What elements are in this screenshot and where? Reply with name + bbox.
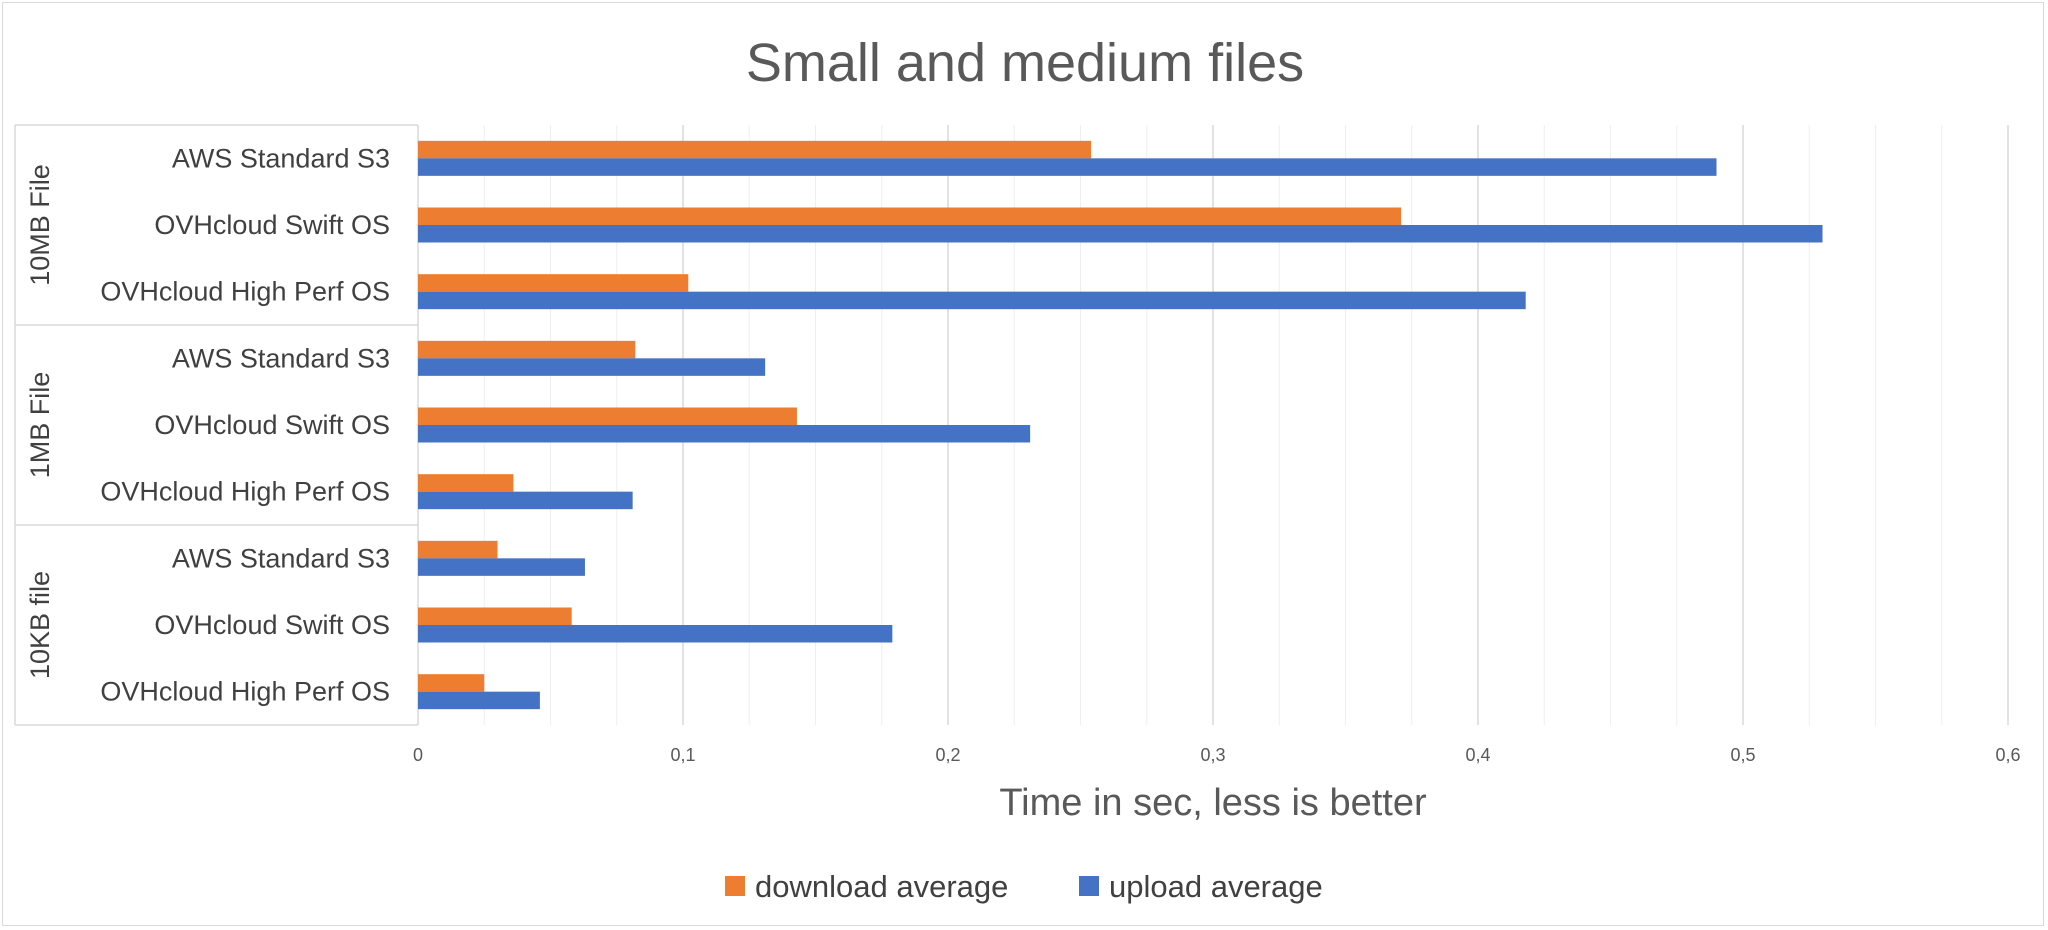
bars (418, 140, 1823, 710)
category-label: AWS Standard S3 (172, 343, 390, 373)
download-bar (418, 407, 797, 425)
category-label: AWS Standard S3 (172, 143, 390, 173)
legend-label: download average (755, 869, 1008, 904)
group-label: 1MB File (25, 372, 55, 479)
chart-title: Small and medium files (746, 33, 1304, 93)
download-bar (418, 274, 689, 292)
download-bar (418, 674, 485, 692)
upload-bar (418, 625, 893, 643)
x-tick-labels: 0 0,1 0,2 0,3 0,4 0,5 0,6 (413, 745, 2021, 765)
category-label: OVHcloud Swift OS (154, 610, 390, 640)
upload-bar (418, 291, 1526, 310)
download-bar (418, 540, 498, 559)
download-bar (418, 207, 1402, 225)
category-axis: 10MB File AWS Standard S3 OVHcloud Swift O… (14, 124, 419, 726)
x-tick-label: 0,4 (1465, 745, 1490, 765)
category-label: OVHcloud Swift OS (154, 210, 390, 240)
category-label: OVHcloud High Perf OS (100, 477, 390, 507)
x-tick-label: 0,1 (670, 745, 695, 765)
legend: download average upload average (725, 869, 1323, 904)
legend-swatch-upload (1079, 876, 1099, 896)
x-tick-label: 0,5 (1730, 745, 1755, 765)
category-label: OVHcloud High Perf OS (100, 677, 390, 707)
x-tick-label: 0,3 (1200, 745, 1225, 765)
upload-bar (418, 158, 1717, 176)
x-tick-label: 0 (413, 745, 423, 765)
download-bar (418, 474, 514, 492)
group-label: 10KB file (25, 571, 55, 679)
upload-bar (418, 225, 1823, 243)
upload-bar (418, 425, 1031, 443)
upload-bar (418, 691, 540, 710)
legend-label: upload average (1109, 869, 1323, 904)
download-bar (418, 140, 1092, 159)
upload-bar (418, 358, 766, 376)
legend-swatch-download (725, 876, 745, 896)
x-tick-label: 0,6 (1995, 745, 2020, 765)
category-label: OVHcloud High Perf OS (100, 277, 390, 307)
bar-chart: Small and medium files 10MB File AWS Stan… (14, 33, 2021, 904)
category-label: OVHcloud Swift OS (154, 410, 390, 440)
upload-bar (418, 558, 585, 576)
download-bar (418, 607, 572, 625)
upload-bar (418, 491, 633, 510)
group-label: 10MB File (25, 164, 55, 286)
category-label: AWS Standard S3 (172, 543, 390, 573)
x-axis-label: Time in sec, less is better (999, 782, 1427, 824)
x-tick-label: 0,2 (935, 745, 960, 765)
download-bar (418, 340, 636, 359)
